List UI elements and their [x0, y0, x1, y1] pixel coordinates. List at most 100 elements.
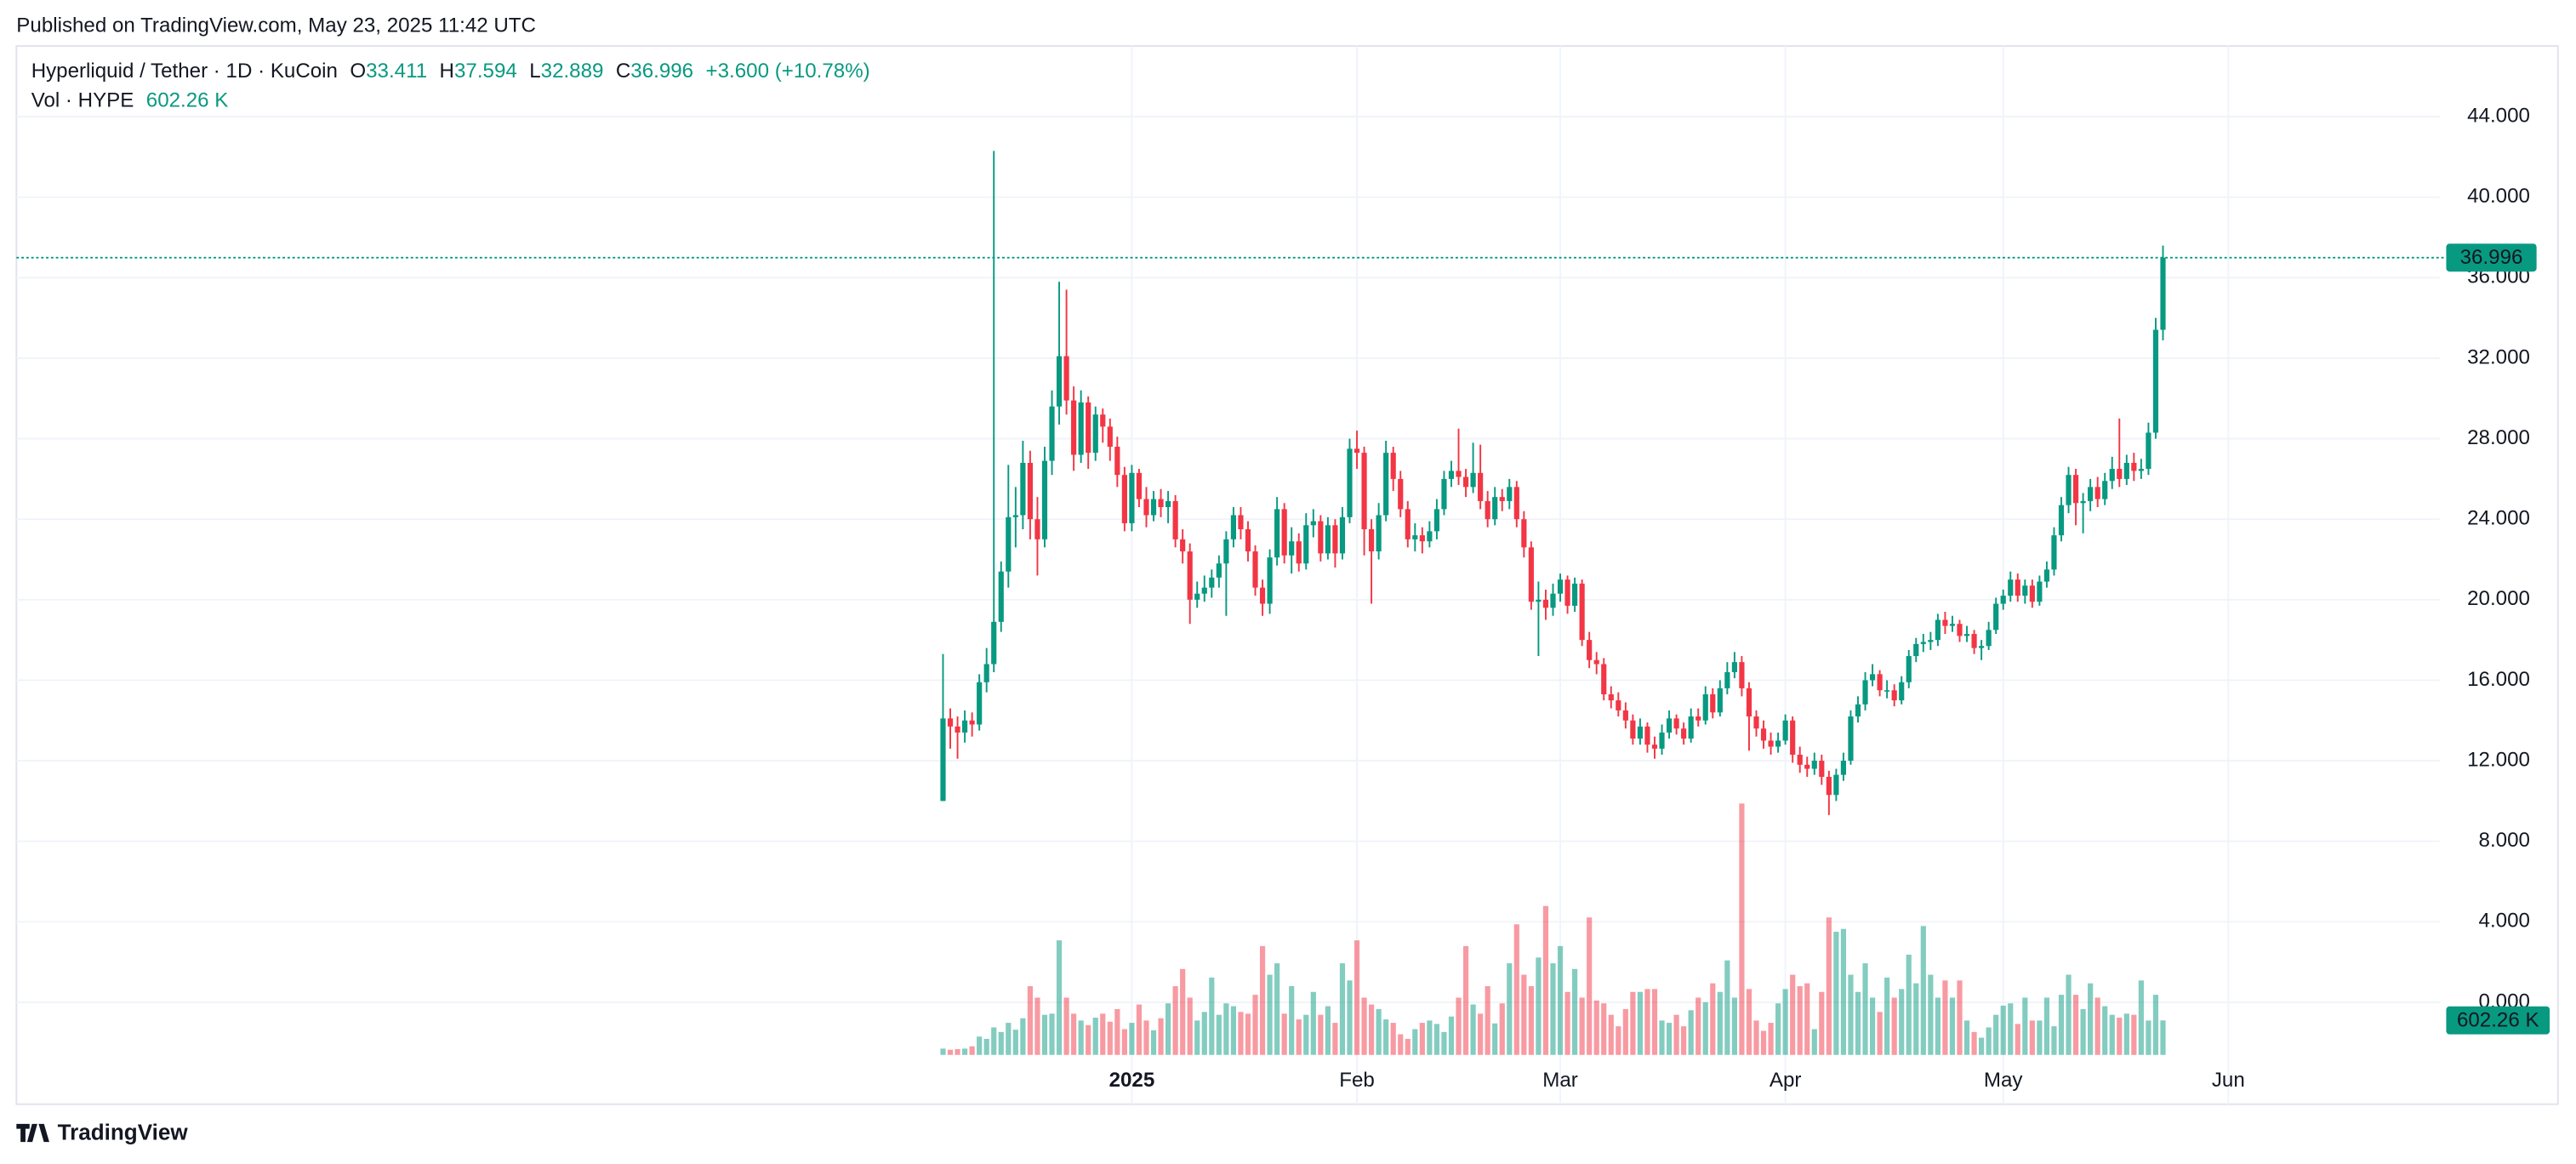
volume-bar: [1332, 1023, 1338, 1055]
x-tick-label: Apr: [1770, 1069, 1802, 1092]
candle-body: [1034, 519, 1040, 539]
volume-bar: [1129, 1023, 1135, 1055]
volume-bar: [940, 1048, 946, 1055]
volume-bar: [2102, 1006, 2108, 1055]
volume-bar: [2022, 997, 2028, 1055]
candle-body: [1833, 774, 1839, 796]
candle-body: [1252, 551, 1258, 588]
volume-bar: [1666, 1023, 1673, 1055]
candles: [940, 151, 2166, 815]
candle-body: [1398, 478, 1404, 510]
candle-body: [1862, 680, 1868, 705]
volume-bar: [1071, 1013, 1077, 1055]
candle-body: [1158, 499, 1164, 508]
candle-body: [1877, 674, 1883, 691]
candle-body: [2022, 585, 2028, 596]
candle-body: [1760, 728, 1767, 741]
candle-body: [1906, 656, 1912, 682]
candle-body: [1724, 671, 1730, 688]
volume-bar: [1041, 1014, 1048, 1055]
volume-bar: [1753, 1020, 1759, 1055]
volume-bar: [2117, 1018, 2123, 1055]
volume-bar: [1884, 977, 1890, 1055]
candle-body: [1855, 704, 1861, 717]
volume-bar: [1267, 974, 1273, 1055]
candle-body: [1049, 406, 1055, 461]
candle-body: [1869, 674, 1876, 681]
volume-title[interactable]: Vol · HYPE: [31, 89, 134, 112]
candle-body: [2015, 579, 2020, 596]
volume-bar: [1587, 917, 1593, 1055]
candle-body: [1644, 726, 1650, 745]
volume-bar: [2043, 997, 2050, 1055]
volume-bar: [1303, 1014, 1309, 1055]
published-note: Published on TradingView.com, May 23, 20…: [16, 14, 536, 37]
candle-body: [1637, 726, 1644, 739]
high-label: H: [440, 60, 454, 83]
candle-body: [2094, 487, 2100, 499]
candle-body: [1782, 720, 1788, 741]
volume-bar: [1993, 1014, 1999, 1055]
volume-bar: [1528, 986, 1534, 1055]
volume-bar: [1572, 968, 1578, 1055]
candle-body: [1441, 478, 1447, 510]
volume-bar: [1369, 1004, 1375, 1055]
volume-bar: [1644, 989, 1650, 1055]
volume-bar: [1542, 905, 1549, 1055]
candle-body: [1942, 619, 1948, 626]
candle-body: [1267, 557, 1273, 604]
volume-bar: [1114, 1008, 1120, 1055]
candle-body: [1180, 539, 1186, 552]
candle-body: [1412, 535, 1418, 539]
legend-line[interactable]: Hyperliquid / Tether · 1D · KuCoin O33.4…: [31, 60, 870, 83]
brand-logo[interactable]: TradingView: [16, 1119, 188, 1144]
candle-body: [1274, 509, 1280, 558]
volume-bar: [1078, 1020, 1084, 1055]
volume-bar: [1194, 1020, 1200, 1055]
volume-bar: [1986, 1027, 1992, 1055]
volume-bar: [1499, 1003, 1505, 1055]
symbol[interactable]: Hyperliquid / Tether · 1D · KuCoin: [31, 60, 338, 83]
candle-body: [2080, 500, 2086, 504]
candle-body: [1318, 521, 1324, 554]
volume-bar: [991, 1027, 997, 1055]
y-tick-label: 16.000: [2467, 668, 2530, 691]
volume-bar: [1100, 1013, 1106, 1055]
volume-bar: [2072, 995, 2079, 1055]
candle-body: [1731, 662, 1737, 672]
volume-bar: [1869, 997, 1876, 1055]
candle-body: [1020, 462, 1026, 516]
volume-bar: [2037, 1020, 2043, 1055]
candle-body: [955, 726, 960, 733]
candle-body: [1884, 690, 1890, 692]
candle-body: [1245, 529, 1251, 552]
volume-bar: [1550, 963, 1556, 1055]
brand-name[interactable]: TradingView: [58, 1119, 189, 1144]
candle-body: [1100, 414, 1106, 427]
volume-bar: [1557, 945, 1564, 1055]
grid: 0.0004.0008.00012.00016.00020.00024.0002…: [16, 46, 2530, 1104]
volume-bar: [1492, 1023, 1498, 1055]
candle-body: [2102, 481, 2108, 499]
candle-body: [1499, 497, 1505, 501]
candle-body: [1507, 487, 1513, 501]
volume-bar: [962, 1048, 968, 1055]
volume-bar: [1419, 1023, 1425, 1055]
volume-bar: [1478, 1013, 1484, 1055]
volume-bar: [1107, 1021, 1113, 1055]
candle-body: [1564, 579, 1570, 606]
volume-legend[interactable]: Vol · HYPE 602.26 K: [31, 89, 229, 112]
candle-body: [962, 720, 968, 733]
volume-bar: [2152, 995, 2159, 1055]
candle-body: [2000, 596, 2006, 604]
candle-body: [1194, 593, 1200, 600]
candle-body: [1289, 541, 1295, 556]
candle-body: [1986, 630, 1992, 647]
volume-bar: [1376, 1008, 1382, 1055]
volume-bar: [1601, 1003, 1607, 1055]
candle-body: [1971, 634, 1977, 648]
candle-body: [1913, 643, 1919, 657]
candle-body: [1114, 447, 1120, 476]
volume-bar: [1405, 1038, 1411, 1055]
